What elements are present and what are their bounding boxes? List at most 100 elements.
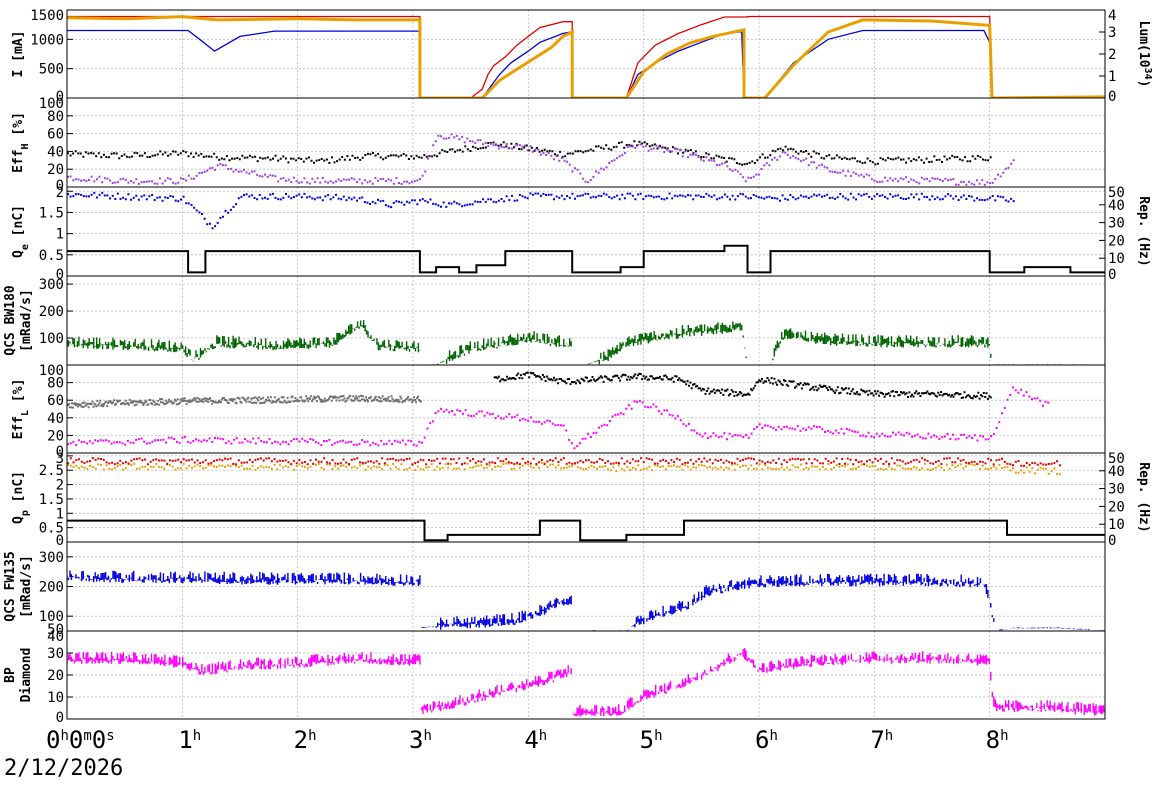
y-axis-label: QCS FW135 (3, 551, 18, 621)
y-right-tick-label: 3 (1108, 25, 1116, 41)
y-right-tick-label: 50 (1108, 451, 1125, 467)
y-right-axis-label: Rep. (Hz) (1136, 462, 1151, 532)
y-right-tick-label: 30 (1108, 482, 1125, 498)
x-tick-label: 8h (986, 726, 1009, 754)
y-right-tick-label: 30 (1108, 216, 1125, 232)
y-right-tick-label: 0 (1108, 267, 1116, 283)
date-label: 2/12/2026 (4, 756, 124, 781)
y-tick-label: 1500 (30, 8, 64, 24)
y-right-tick-label: 10 (1108, 517, 1125, 533)
series-qcs-fw135 (67, 570, 1105, 631)
y-tick-label: 0 (56, 444, 64, 460)
y-axis-label: EffH [%] (11, 112, 31, 173)
scatter-points (67, 461, 1061, 476)
panel-frame (66, 541, 1106, 632)
y-tick-label: 200 (39, 580, 64, 596)
y-axis-label: I [mA] (11, 31, 26, 78)
y-tick-label: 100 (39, 609, 64, 625)
panel-current: 0 500 1000 1500 0 1 2 34 I [mA] Lum(1034) (11, 8, 1154, 105)
y-right-tick-label: 2 (1108, 47, 1116, 63)
y-tick-label: 0 (56, 533, 64, 549)
y-tick-label: 100 (39, 96, 64, 112)
y-right-tick-label: 4 (1108, 8, 1116, 24)
y-tick-label: 80 (47, 376, 64, 392)
y-tick-label: 20 (47, 162, 64, 178)
y-right-tick-label: 50 (1108, 185, 1125, 201)
scatter-points (67, 140, 992, 166)
series-rep (67, 244, 1105, 274)
y-right-axis-label: Rep. (Hz) (1136, 196, 1151, 266)
y-right-tick-label: 40 (1108, 198, 1125, 214)
scatter-points (67, 386, 1050, 450)
y-tick-label: 20 (47, 668, 64, 684)
y-axis-label: Qp [nC] (11, 471, 31, 524)
y-right-tick-label: 40 (1108, 464, 1125, 480)
y-tick-label: 1 (56, 227, 64, 243)
series-effl-gray (67, 394, 422, 409)
series-effh-black (67, 140, 992, 166)
series-i-her (67, 29, 1105, 98)
x-tick-label: 2h (294, 726, 317, 754)
y-right-tick-label: 1 (1108, 69, 1116, 85)
y-tick-label: 300 (39, 550, 64, 566)
series-qcs-bw180 (67, 320, 1105, 365)
series-bp-diamond (67, 648, 1105, 717)
x-tick-label: 4h (524, 726, 547, 754)
y-tick-label: 0 (56, 178, 64, 194)
x-tick-label: 3h (409, 726, 432, 754)
y-tick-label: 0.5 (39, 521, 64, 537)
y-tick-label: 3 (56, 451, 64, 467)
y-axis-label: QCS BW180 (3, 285, 18, 356)
y-right-tick-label: 20 (1108, 499, 1125, 515)
panel-frame (66, 97, 1106, 188)
x-tick-label: 7h (870, 726, 893, 754)
series-qp-red (67, 457, 1061, 467)
y-right-tick-label: 20 (1108, 233, 1125, 249)
y-right-axis-label: Lum(1034) (1136, 21, 1154, 88)
x-tick-label: 5h (640, 726, 663, 754)
y-tick-label: 1.5 (39, 205, 64, 221)
series-effl-magenta (67, 386, 1050, 450)
y-tick-label: 1000 (30, 32, 64, 48)
y-tick-label: 2 (56, 185, 64, 201)
series-i-ler (67, 15, 1105, 98)
panel-frame (66, 275, 1106, 366)
y-right-tick-label: 0 (1108, 89, 1116, 105)
series-luminosity (67, 15, 1105, 98)
y-right-tick-label: 10 (1108, 251, 1125, 267)
y-tick-label: 40 (47, 629, 64, 645)
y-tick-label: 0 (56, 267, 64, 283)
scatter-points (67, 133, 1015, 186)
y-tick-label: 80 (47, 109, 64, 125)
x-axis: 0h0m0s 1h 2h 3h 4h 5h 6h 7h 8h (46, 726, 1009, 754)
y-tick-label: 2.5 (39, 463, 64, 479)
y-tick-label: 0.5 (39, 248, 64, 264)
x-tick-label: 0h0m0s (46, 726, 115, 754)
panel-frame (66, 630, 1106, 720)
y-tick-label: 20 (47, 428, 64, 444)
y-tick-label: 10 (47, 690, 64, 706)
scatter-points (67, 457, 1061, 467)
y-tick-label: 2 (56, 478, 64, 494)
y-axis-label: [mRad/s] (19, 289, 34, 352)
y-tick-label: 100 (39, 331, 64, 347)
y-tick-label: 1 (56, 506, 64, 522)
x-tick-label: 1h (178, 726, 201, 754)
y-tick-label: 200 (39, 304, 64, 320)
y-axis-label: EffL [%] (11, 379, 31, 440)
y-tick-label: 50 (47, 622, 64, 638)
y-tick-label: 60 (47, 127, 64, 143)
y-tick-label: 40 (47, 411, 64, 427)
y-axis-label: BP (3, 667, 18, 683)
y-tick-label: 30 (47, 646, 64, 662)
y-tick-label: 0 (56, 710, 64, 726)
series-effh-purple (67, 133, 1015, 186)
y-axis-label: [mRad/s] (19, 555, 34, 618)
